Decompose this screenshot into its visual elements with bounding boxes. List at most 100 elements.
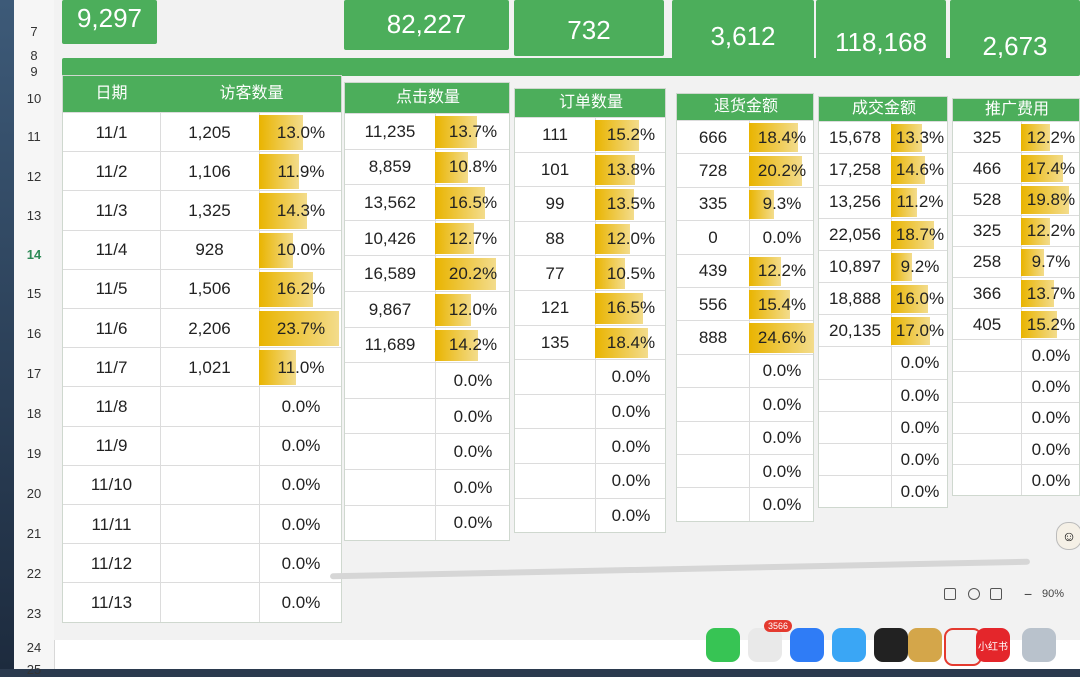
- row-number[interactable]: 9: [30, 64, 38, 79]
- date-cell[interactable]: 11/5: [63, 270, 160, 309]
- row-number[interactable]: 21: [26, 526, 42, 541]
- percent-cell[interactable]: 0.0%: [749, 455, 815, 488]
- value-cell[interactable]: 556: [677, 288, 749, 321]
- value-cell[interactable]: [819, 380, 891, 412]
- percent-cell[interactable]: 13.7%: [1021, 278, 1080, 309]
- percent-cell[interactable]: 12.2%: [1021, 122, 1080, 153]
- value-cell[interactable]: [819, 476, 891, 508]
- xiaohongshu-app-icon[interactable]: 小红书: [976, 628, 1010, 662]
- percent-cell[interactable]: 0.0%: [259, 427, 343, 466]
- percent-cell[interactable]: 15.4%: [749, 288, 815, 321]
- percent-cell[interactable]: 12.7%: [435, 221, 511, 257]
- percent-cell[interactable]: 9.3%: [749, 188, 815, 221]
- percent-cell[interactable]: 12.0%: [595, 222, 667, 257]
- column-header[interactable]: 推广费用: [984, 101, 1049, 118]
- date-cell[interactable]: 11/9: [63, 427, 160, 466]
- date-cell[interactable]: 11/6: [63, 309, 160, 348]
- value-cell[interactable]: 366: [953, 278, 1021, 309]
- percent-cell[interactable]: 19.8%: [1021, 184, 1080, 215]
- value-cell[interactable]: 111: [515, 118, 595, 153]
- row-number[interactable]: 15: [26, 286, 42, 301]
- spreadsheet-area[interactable]: 9,297 82,227 732 3,612 118,168 2,673 日期 访客数量 11/…: [54, 0, 1080, 640]
- column-header[interactable]: 点击数量: [395, 89, 460, 106]
- value-cell[interactable]: 101: [515, 153, 595, 188]
- date-cell[interactable]: 11/2: [63, 152, 160, 191]
- percent-cell[interactable]: 0.0%: [595, 360, 667, 395]
- value-cell[interactable]: 728: [677, 154, 749, 187]
- value-cell[interactable]: 2,206: [160, 309, 259, 348]
- percent-cell[interactable]: 0.0%: [891, 380, 949, 412]
- percent-cell[interactable]: 0.0%: [259, 387, 343, 426]
- value-cell[interactable]: 1,205: [160, 113, 259, 152]
- value-cell[interactable]: 888: [677, 321, 749, 354]
- percent-cell[interactable]: 0.0%: [435, 399, 511, 435]
- row-number[interactable]: 20: [26, 486, 42, 501]
- value-cell[interactable]: 22,056: [819, 219, 891, 251]
- layout-grid-icon[interactable]: [990, 588, 1002, 600]
- row-number[interactable]: 23: [26, 606, 42, 621]
- value-cell[interactable]: 1,325: [160, 191, 259, 230]
- notes-app-icon[interactable]: [908, 628, 942, 662]
- percent-cell[interactable]: 13.7%: [435, 114, 511, 150]
- row-number[interactable]: 8: [30, 48, 38, 63]
- percent-cell[interactable]: 0.0%: [595, 464, 667, 499]
- value-cell[interactable]: [677, 388, 749, 421]
- date-cell[interactable]: 11/11: [63, 505, 160, 544]
- value-cell[interactable]: [345, 363, 435, 399]
- summary-card[interactable]: 82,227: [344, 0, 509, 50]
- value-cell[interactable]: 18,888: [819, 283, 891, 315]
- percent-cell[interactable]: 12.2%: [1021, 216, 1080, 247]
- value-cell[interactable]: 10,897: [819, 251, 891, 283]
- row-number[interactable]: 24: [26, 640, 42, 655]
- value-cell[interactable]: [953, 340, 1021, 371]
- value-cell[interactable]: 0: [677, 221, 749, 254]
- row-number[interactable]: 13: [26, 208, 42, 223]
- percent-cell[interactable]: 0.0%: [749, 388, 815, 421]
- percent-cell[interactable]: 0.0%: [595, 499, 667, 534]
- value-cell[interactable]: [160, 387, 259, 426]
- percent-cell[interactable]: 20.2%: [435, 256, 511, 292]
- value-cell[interactable]: [515, 360, 595, 395]
- percent-cell[interactable]: 0.0%: [435, 434, 511, 470]
- value-cell[interactable]: [345, 434, 435, 470]
- percent-cell[interactable]: 0.0%: [1021, 372, 1080, 403]
- row-number[interactable]: 7: [30, 24, 38, 39]
- value-cell[interactable]: [160, 544, 259, 583]
- value-cell[interactable]: [515, 395, 595, 430]
- percent-cell[interactable]: 14.2%: [435, 328, 511, 364]
- percent-cell[interactable]: 0.0%: [435, 506, 511, 542]
- percent-cell[interactable]: 0.0%: [435, 470, 511, 506]
- row-number[interactable]: 16: [26, 326, 42, 341]
- percent-cell[interactable]: 13.8%: [595, 153, 667, 188]
- value-cell[interactable]: [677, 488, 749, 521]
- percent-cell[interactable]: 16.5%: [435, 185, 511, 221]
- percent-cell[interactable]: 0.0%: [1021, 340, 1080, 371]
- percent-cell[interactable]: 0.0%: [259, 466, 343, 505]
- trash-icon[interactable]: [1022, 628, 1056, 662]
- percent-cell[interactable]: 16.5%: [595, 291, 667, 326]
- percent-cell[interactable]: 0.0%: [749, 221, 815, 254]
- percent-cell[interactable]: 12.0%: [435, 292, 511, 328]
- value-cell[interactable]: 10,426: [345, 221, 435, 257]
- row-number[interactable]: 22: [26, 566, 42, 581]
- value-cell[interactable]: [819, 347, 891, 379]
- value-cell[interactable]: [953, 372, 1021, 403]
- column-header[interactable]: 订单数量: [558, 94, 623, 111]
- column-header[interactable]: 日期: [95, 85, 128, 102]
- percent-cell[interactable]: 0.0%: [595, 395, 667, 430]
- row-number[interactable]: 11: [27, 129, 41, 144]
- value-cell[interactable]: [515, 429, 595, 464]
- value-cell[interactable]: 325: [953, 216, 1021, 247]
- date-cell[interactable]: 11/7: [63, 348, 160, 387]
- percent-cell[interactable]: 11.0%: [259, 348, 343, 387]
- percent-cell[interactable]: 0.0%: [1021, 465, 1080, 496]
- row-number[interactable]: 12: [26, 169, 42, 184]
- percent-cell[interactable]: 24.6%: [749, 321, 815, 354]
- mail-app-icon[interactable]: 3566: [748, 620, 793, 662]
- percent-cell[interactable]: 16.2%: [259, 270, 343, 309]
- column-header[interactable]: 退货金额: [713, 98, 778, 115]
- value-cell[interactable]: 9,867: [345, 292, 435, 328]
- percent-cell[interactable]: 0.0%: [1021, 403, 1080, 434]
- value-cell[interactable]: 325: [953, 122, 1021, 153]
- percent-cell[interactable]: 11.2%: [891, 186, 949, 218]
